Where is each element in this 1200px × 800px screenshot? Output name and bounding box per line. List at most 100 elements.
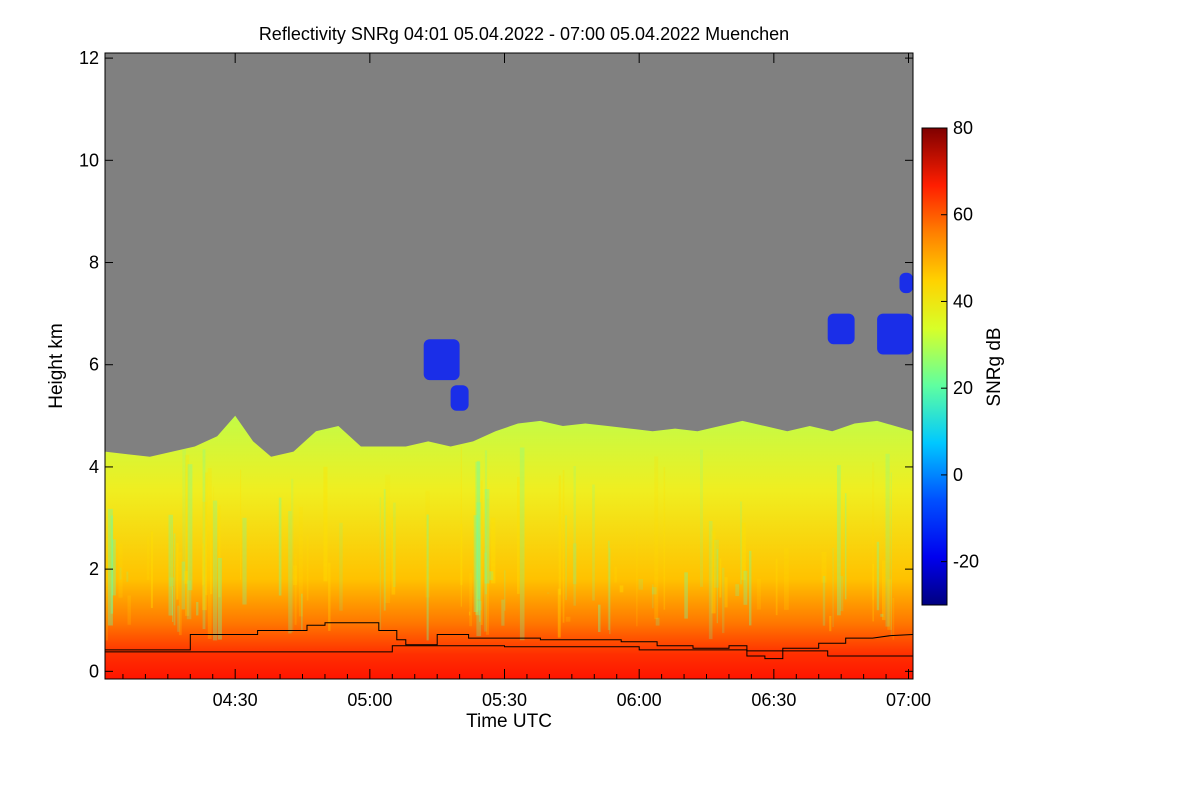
cloud-streak <box>651 584 654 609</box>
y-tick-label: 2 <box>89 559 99 579</box>
cloud-streak <box>663 467 666 610</box>
cloud-streak <box>573 466 576 606</box>
cloud-streak <box>212 500 218 641</box>
cloud-streak <box>119 567 122 580</box>
cloud-streaks <box>105 445 895 641</box>
y-tick-label: 8 <box>89 253 99 273</box>
cloud-streak <box>743 570 748 605</box>
cloud-streak <box>558 475 561 595</box>
cloud-signal-fill <box>105 415 913 679</box>
cloud-streak <box>484 489 490 584</box>
cloud-streak <box>201 543 205 586</box>
colorbar-tick-label: -20 <box>953 552 979 572</box>
colorbar-gradient <box>921 127 948 606</box>
cloud-streak <box>872 462 875 600</box>
cloud-streak <box>126 571 129 582</box>
cloud-streak <box>504 570 506 611</box>
cloud-streak <box>385 474 391 603</box>
cloud-streak <box>840 575 844 612</box>
colorbar-tick-label: 80 <box>953 118 973 138</box>
cloud-streak <box>196 602 199 616</box>
cloud-streak <box>614 566 617 583</box>
cloud-streak <box>278 497 282 596</box>
cloud-streak <box>291 478 294 633</box>
cloud-streak <box>547 592 550 594</box>
cloud-streak <box>202 501 207 611</box>
cloud-streak <box>150 531 153 608</box>
cloud-streak <box>468 611 471 616</box>
cloud-streak <box>323 466 328 582</box>
cloud-streak <box>749 550 752 626</box>
y-tick-label: 0 <box>89 661 99 681</box>
cloud-streak <box>829 615 832 632</box>
cloud-streak <box>722 567 725 634</box>
x-axis-label: Time UTC <box>466 711 552 732</box>
cloud-streak <box>562 470 565 623</box>
x-tick-label: 04:30 <box>213 690 258 710</box>
cloud-streak <box>301 593 303 631</box>
cloud-streak <box>475 579 478 615</box>
cloud-streak <box>172 586 174 622</box>
x-tick-label: 05:30 <box>482 690 527 710</box>
cloud-streak <box>501 599 505 626</box>
cloud-streak <box>177 605 180 632</box>
cloud-streak <box>844 493 847 600</box>
upper-cloud-patch <box>423 339 460 381</box>
cloud-streak <box>557 588 561 638</box>
colorbar-tick-label: 20 <box>953 378 973 398</box>
upper-cloud-patch <box>450 385 469 411</box>
cloud-streak <box>484 450 488 595</box>
cloud-streak <box>700 449 703 587</box>
cloud-streak <box>636 531 638 627</box>
cloud-streak <box>176 542 179 600</box>
colorbar-tick-label: 40 <box>953 291 973 311</box>
cloud-streak <box>598 604 601 632</box>
y-tick-label: 10 <box>79 150 99 170</box>
upper-cloud-patch <box>877 313 913 355</box>
cloud-streak <box>205 472 208 596</box>
cloud-streak <box>607 540 610 631</box>
cloud-streak <box>484 552 487 632</box>
colorbar-tick-label: 0 <box>953 465 963 485</box>
cloud-streak <box>460 446 462 607</box>
cloud-streak <box>872 563 874 622</box>
cloud-streak <box>469 573 472 627</box>
cloud-streak <box>880 613 884 617</box>
cloud-streak <box>775 558 778 616</box>
cloud-streak <box>182 445 186 581</box>
colorbar-ticks: -20 0 20 40 60 80 <box>941 118 979 572</box>
cloud-streak <box>213 486 215 588</box>
boundary-line-1 <box>105 622 913 660</box>
cloud-streak <box>655 617 660 626</box>
cloud-streak <box>242 517 247 605</box>
y-axis-label: Height km <box>46 323 67 409</box>
y-tick-label: 4 <box>89 457 99 477</box>
cloud-streak <box>592 484 595 601</box>
cloud-streak <box>684 572 688 619</box>
cloud-streak <box>169 577 174 587</box>
cloud-streak <box>110 515 114 614</box>
chart-title: Reflectivity SNRg 04:01 05.04.2022 - 07:… <box>259 24 789 44</box>
cloud-streak <box>298 506 303 617</box>
x-tick-label: 07:00 <box>886 690 931 710</box>
cloud-streak <box>328 562 331 631</box>
cloud-streak <box>171 524 173 590</box>
cloud-streak <box>735 584 740 596</box>
cloud-streak <box>565 515 567 601</box>
y-axis: 0 2 4 6 8 10 12 <box>79 48 913 681</box>
cloud-streak <box>186 580 192 620</box>
x-axis: 04:30 05:00 05:30 06:00 06:30 07:00 <box>122 53 931 710</box>
cloud-streak <box>519 447 525 641</box>
cloud-streak <box>708 521 713 640</box>
cloud-streak <box>460 523 463 586</box>
cloud-streak <box>477 601 482 611</box>
cloud-streak <box>876 541 880 611</box>
cloud-streak <box>489 571 494 581</box>
cloud-streak <box>168 514 173 616</box>
cloud-streak <box>379 497 382 630</box>
cloud-streak <box>181 561 185 610</box>
cloud-streak <box>832 547 834 627</box>
cloud-streak <box>885 453 890 627</box>
cloud-streak <box>882 560 886 621</box>
